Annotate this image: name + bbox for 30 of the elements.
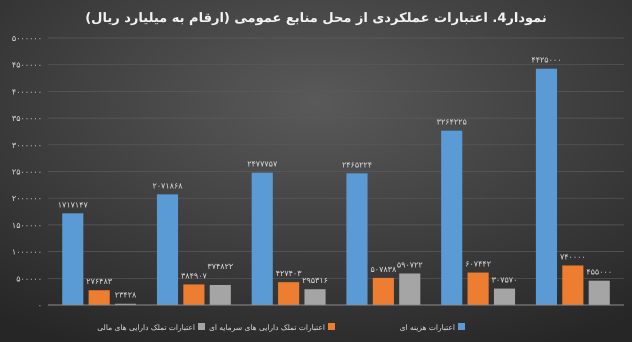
y-tick-label: ۳۰۰۰۰۰۰ <box>12 140 42 150</box>
chart-title: نمودار4. اعتبارات عملکردی از محل منابع عمومی (ارقام به میلیارد ریال) <box>85 11 547 26</box>
y-tick-label: ۳۵۰۰۰۰۰ <box>12 114 42 124</box>
y-tick-label: ۵۰۰۰۰۰ <box>16 274 42 284</box>
data-label: ۷۴۰۰۰۰ <box>560 252 586 262</box>
y-tick-label: ۱۵۰۰۰۰۰ <box>12 220 42 230</box>
data-label: ۵۹۰۷۲۲ <box>396 260 423 270</box>
data-label: ۲۳۴۲۸ <box>114 290 137 300</box>
data-label: ۲۰۷۱۸۶۸ <box>152 181 184 190</box>
data-label: ۶۰۷۴۴۲ <box>465 260 491 269</box>
data-label: ۲۹۵۳۱۶ <box>302 276 328 286</box>
data-label: ۳۲۶۴۲۲۵ <box>436 118 467 127</box>
data-label: ۲۴۶۵۲۲۴ <box>342 160 372 170</box>
y-tick-label: ۴۵۰۰۰۰۰ <box>12 60 42 70</box>
y-tick-label: ۲۰۰۰۰۰۰ <box>12 194 42 204</box>
y-tick-label: ۴۰۰۰۰۰۰ <box>12 87 42 96</box>
y-tick-label: ۲۵۰۰۰۰۰ <box>12 168 42 176</box>
data-label: ۵۰۷۸۳۸ <box>370 264 397 274</box>
data-label: ۳۰۷۵۷۰ <box>492 276 518 285</box>
data-label: ۴۲۷۴۰۳ <box>276 269 302 278</box>
data-label: ۳۷۴۸۲۲ <box>207 262 234 271</box>
data-label: ۳۸۴۹۰۷ <box>181 271 208 280</box>
data-label: ۲۴۷۷۷۵۷ <box>247 160 278 169</box>
data-label: ۴۴۲۵۰۰۰ <box>531 56 562 65</box>
data-label: ۴۵۵۰۰۰ <box>586 268 612 277</box>
data-label: ۱۷۱۷۱۴۷ <box>58 200 89 210</box>
data-label: ۲۷۶۴۸۳ <box>86 277 113 286</box>
y-tick-label: ۰ <box>38 301 42 310</box>
y-tick-label: ۵۰۰۰۰۰۰ <box>12 34 42 43</box>
y-tick-label: ۱۰۰۰۰۰۰ <box>12 248 42 257</box>
